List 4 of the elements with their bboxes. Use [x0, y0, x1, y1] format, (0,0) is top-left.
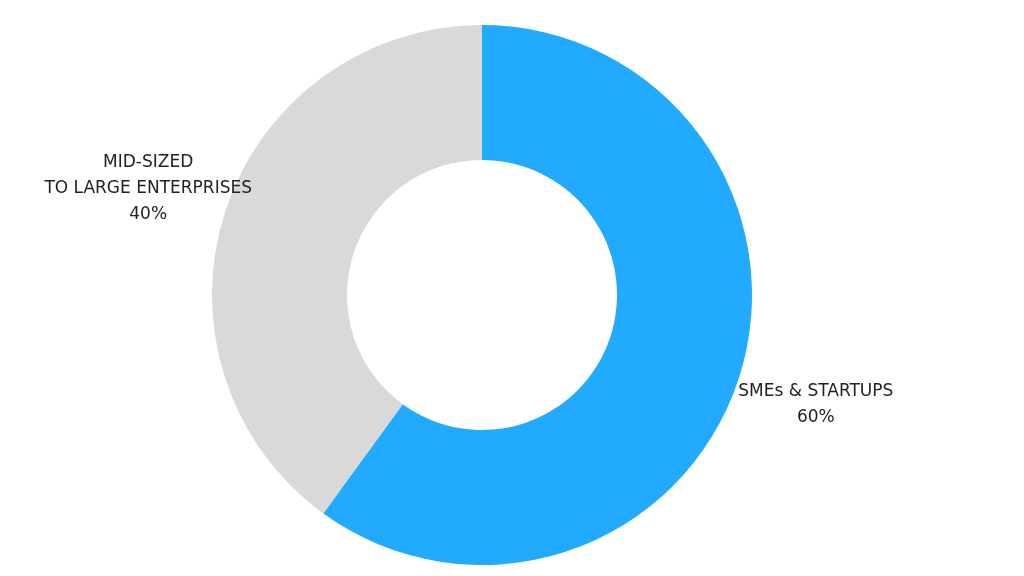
- data-label: 40%: [129, 202, 168, 223]
- data-label: 60%: [796, 406, 835, 427]
- slice-label: MID-SIZED TO LARGE ENTERPRISES: [43, 150, 252, 197]
- slice-label: SMEs & STARTUPS: [738, 380, 894, 401]
